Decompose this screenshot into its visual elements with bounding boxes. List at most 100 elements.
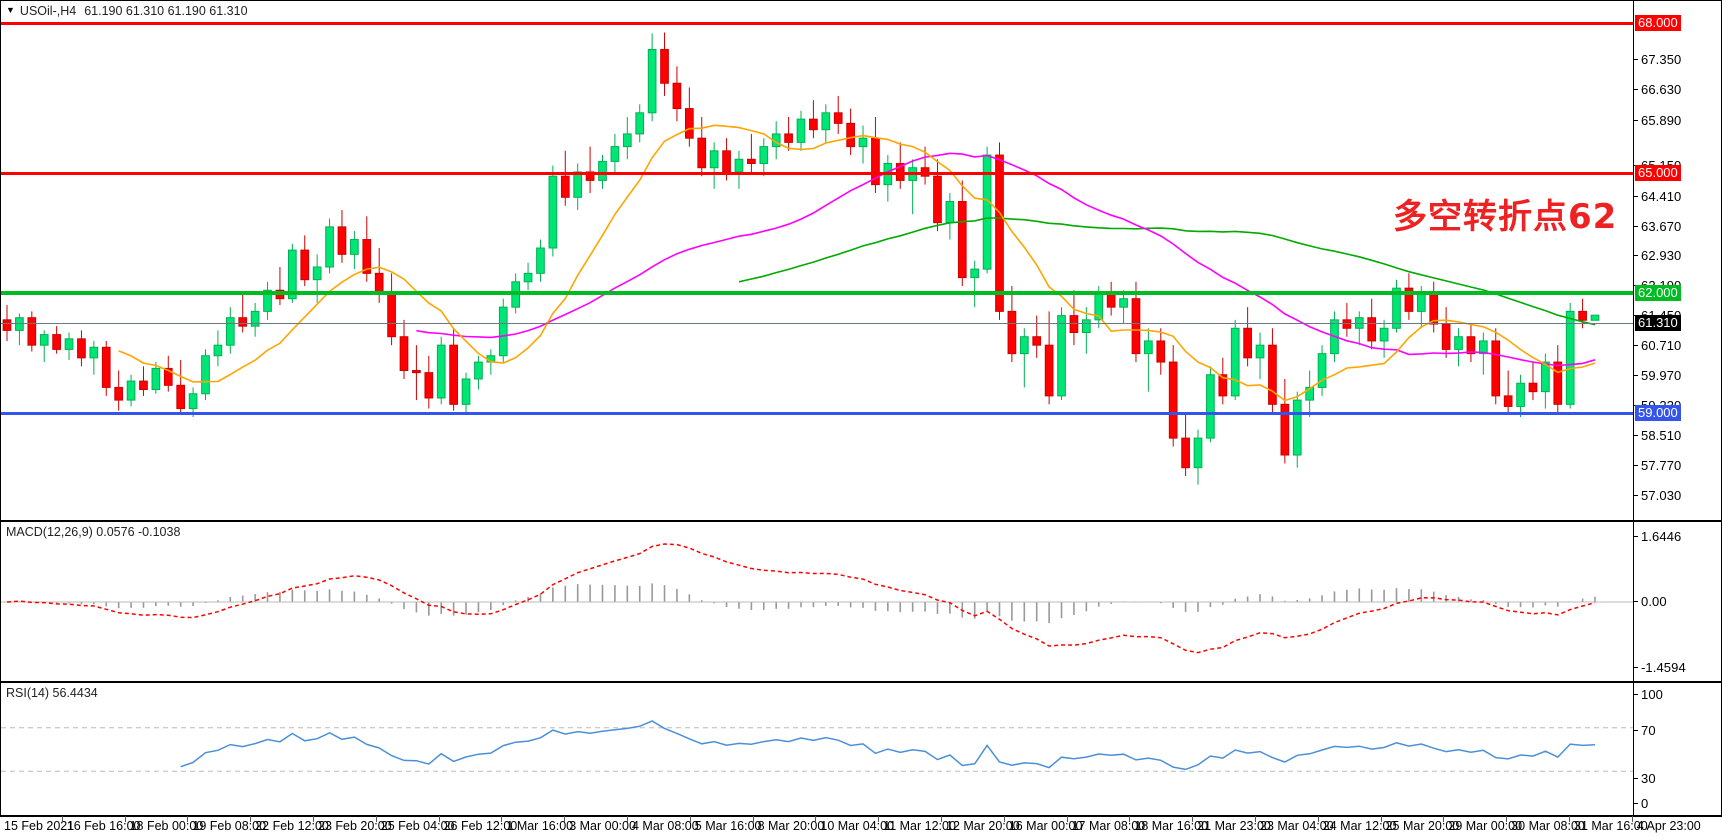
time-axis-label: 15 Feb 2021 (4, 819, 75, 833)
time-axis-tick (250, 816, 252, 822)
price-level-pivot-62[interactable] (1, 291, 1633, 295)
time-axis-tick (564, 816, 566, 822)
time-axis-label: 30 Mar 08:00 (1511, 819, 1585, 833)
time-axis-tick (438, 816, 440, 822)
price-tick-label: 58.510 (1641, 428, 1682, 443)
time-axis-label: 12 Mar 20:00 (946, 819, 1020, 833)
time-axis-label: 17 Mar 08:00 (1071, 819, 1146, 833)
time-axis-tick (501, 816, 503, 822)
chart-header: ▼ USOil-,H4 61.190 61.310 61.190 61.310 (6, 4, 248, 18)
time-axis-label: 4 Mar 08:00 (632, 819, 699, 833)
time-axis-tick (1255, 816, 1256, 822)
rsi-panel[interactable]: RSI(14) 56.4434 100 70 30 0 (0, 682, 1722, 816)
macd-panel[interactable]: MACD(12,26,9) 0.0576 -0.1038 1.6446 0.00 -… (0, 521, 1722, 682)
time-axis-label: 23 Mar 04:00 (1260, 819, 1334, 833)
price-tick-label: 60.710 (1641, 338, 1682, 353)
macd-tick-label: -1.4594 (1641, 660, 1686, 675)
time-axis-tick (1631, 816, 1633, 822)
rsi-tick-label: 30 (1641, 771, 1656, 786)
time-axis-line (0, 816, 1722, 817)
time-axis-tick (1569, 816, 1570, 822)
price-tick-label: 67.350 (1641, 52, 1682, 67)
time-axis-tick (1003, 816, 1005, 822)
price-tick-label: 62.930 (1641, 248, 1682, 263)
time-axis-tick (124, 816, 126, 822)
macd-plot-area[interactable] (1, 522, 1633, 681)
price-level-resistance-68[interactable] (1, 21, 1633, 25)
macd-label: MACD(12,26,9) 0.0576 -0.1038 (6, 525, 181, 539)
price-tag-62.000[interactable]: 62.000 (1635, 285, 1681, 301)
time-axis-tick (1066, 816, 1068, 822)
price-chart-panel[interactable]: ▼ USOil-,H4 61.190 61.310 61.190 61.310 多空… (0, 0, 1722, 521)
price-tick-label: 57.770 (1641, 458, 1682, 473)
time-axis-label: 19 Feb 08:00 (192, 819, 267, 833)
price-level-last-price[interactable] (1, 322, 1633, 324)
time-axis-label: 1 Mar 16:00 (506, 819, 574, 833)
time-axis-tick (752, 816, 754, 822)
time-axis-tick (1380, 816, 1382, 822)
macd-axis: 1.6446 0.00 -1.4594 (1633, 522, 1721, 681)
price-tick-label: 63.670 (1641, 219, 1682, 234)
price-tag-59.000[interactable]: 59.000 (1635, 405, 1681, 421)
time-axis-label: 26 Feb 12:00 (443, 819, 518, 833)
time-axis-label: 18 Feb 00:00 (129, 819, 204, 833)
price-tick-label: 64.410 (1641, 189, 1682, 204)
time-axis-tick (375, 816, 377, 822)
price-level-support-59[interactable] (1, 411, 1633, 415)
time-axis-label: 22 Feb 12:00 (255, 819, 329, 833)
time-axis-tick (313, 816, 314, 822)
time-axis-label: 25 Mar 20:00 (1385, 819, 1460, 833)
time-axis[interactable]: 15 Feb 2021 16 Feb 16:00 18 Feb 00:00 19 Fe… (0, 816, 1722, 836)
price-tick-label: 65.890 (1641, 113, 1682, 128)
time-axis-tick (1443, 816, 1445, 822)
time-axis-label: 21 Mar 23:00 (1197, 819, 1271, 833)
chevron-down-icon[interactable]: ▼ (6, 5, 15, 15)
macd-tick-label: 0.00 (1641, 594, 1667, 609)
time-axis-tick (1317, 816, 1319, 822)
ohlc-values: 61.190 61.310 61.190 61.310 (84, 4, 248, 18)
time-axis-tick (1192, 816, 1194, 822)
time-axis-label: 31 Mar 16:00 (1574, 819, 1648, 833)
macd-svg (1, 543, 1633, 654)
time-axis-label: 5 Mar 16:00 (694, 819, 762, 833)
symbol-label: USOil-,H4 (19, 4, 77, 18)
rsi-plot-area[interactable] (1, 683, 1633, 815)
time-axis-tick (627, 816, 628, 822)
price-tick-label: 57.030 (1641, 488, 1682, 503)
time-axis-tick (689, 816, 691, 822)
price-axis[interactable]: 67.35066.63065.89065.15064.41063.67062.9… (1633, 1, 1721, 520)
rsi-tick-label: 0 (1641, 796, 1649, 811)
time-axis-label: 29 Mar 00:00 (1448, 819, 1523, 833)
time-axis-label: 16 Feb 16:00 (66, 819, 141, 833)
time-axis-label: 18 Mar 16:00 (1134, 819, 1209, 833)
rsi-label: RSI(14) 56.4434 (6, 686, 98, 700)
rsi-tick-label: 100 (1641, 687, 1663, 702)
annotation-text: 多空转折点62 (1393, 197, 1618, 237)
time-axis-tick (187, 816, 189, 822)
price-tag-65.000[interactable]: 65.000 (1635, 165, 1681, 181)
time-axis-label: 24 Mar 12:00 (1322, 819, 1397, 833)
time-axis-tick (61, 816, 63, 822)
price-level-resistance-65[interactable] (1, 171, 1633, 175)
price-tag-61.310[interactable]: 61.310 (1635, 315, 1681, 331)
price-plot-area[interactable]: 多空转折点62 (1, 1, 1633, 520)
time-axis-label: 23 Feb 20:00 (318, 819, 392, 833)
price-tick-label: 59.970 (1641, 368, 1682, 383)
time-axis-label: 10 Mar 04:00 (820, 819, 895, 833)
time-axis-label: 3 Mar 00:00 (569, 819, 636, 833)
time-axis-label: 25 Feb 04:00 (380, 819, 455, 833)
rsi-axis: 100 70 30 0 (1633, 683, 1721, 815)
macd-tick-label: 1.6446 (1641, 529, 1682, 544)
time-axis-tick (941, 816, 942, 822)
rsi-tick-label: 70 (1641, 723, 1656, 738)
time-axis-tick (878, 816, 880, 822)
price-tag-68.000[interactable]: 68.000 (1635, 15, 1681, 31)
price-candles-svg (2, 32, 1600, 485)
time-axis-tick (1506, 816, 1508, 822)
time-axis-label: 16 Mar 00:00 (1008, 819, 1083, 833)
price-tick-label: 66.630 (1641, 82, 1682, 97)
time-axis-label: 11 Mar 12:00 (883, 819, 956, 833)
time-axis-tick (815, 816, 817, 822)
time-axis-label: 8 Mar 20:00 (757, 819, 825, 833)
time-axis-label: 4 Apr 23:00 (1636, 819, 1701, 833)
